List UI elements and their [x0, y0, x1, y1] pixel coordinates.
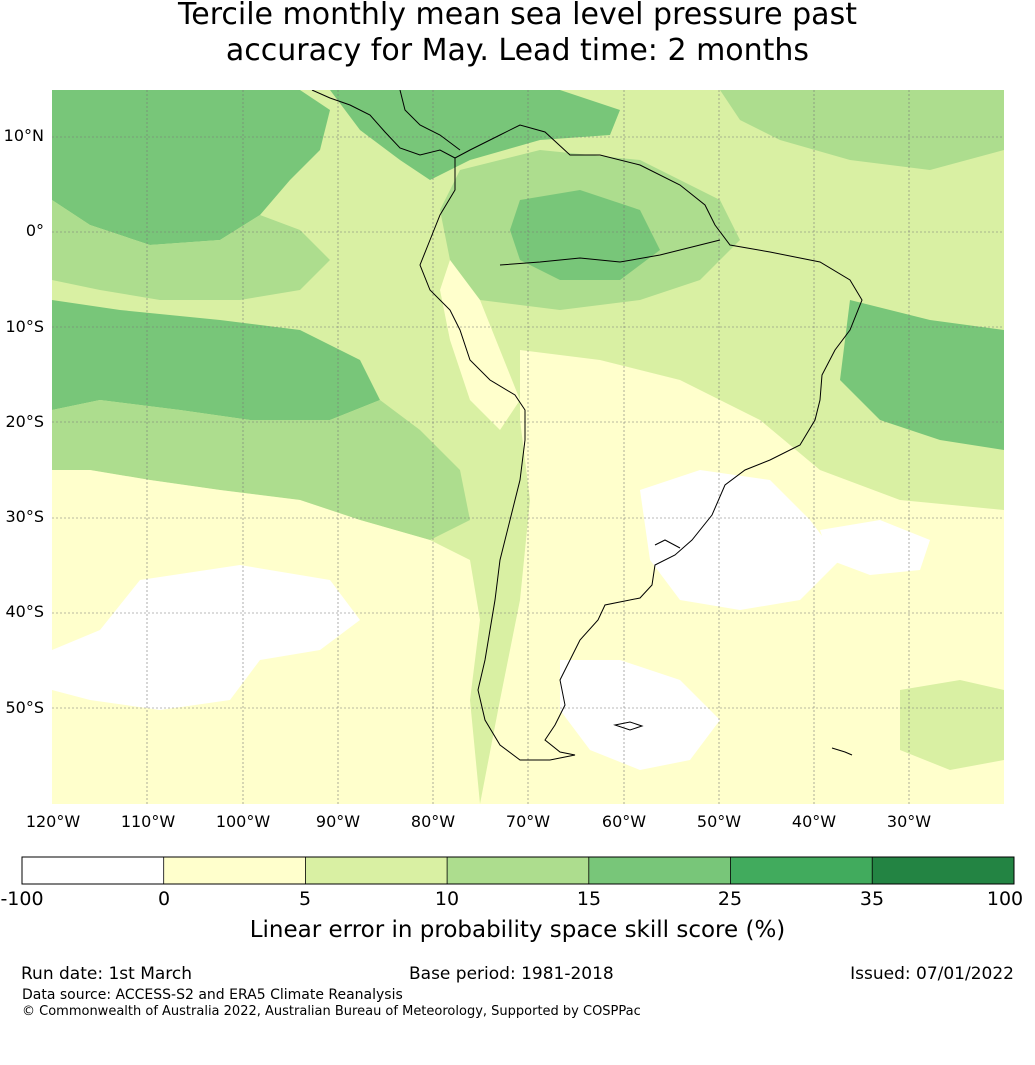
lon-label-50w: 50°W [696, 812, 742, 831]
data-source: Data source: ACCESS-S2 and ERA5 Climate … [22, 987, 403, 1003]
colorbar-tick-35: 35 [859, 888, 885, 910]
skill-region-amazon-core [510, 190, 660, 280]
map-title-line-2: accuracy for May. Lead time: 2 months [225, 33, 810, 68]
lat-label-20s: 20°S [5, 412, 44, 431]
lon-label-120w: 120°W [25, 812, 81, 831]
lat-label-10s: 10°S [5, 317, 44, 336]
coastlines [311, 90, 863, 761]
colorbar-tick-15: 15 [576, 888, 602, 910]
rio-de-la-plata-inlet [654, 539, 681, 549]
skill-region-caribbean [330, 90, 620, 180]
lon-label-110w: 110°W [120, 812, 176, 831]
skill-region-southeast-pacific-negative [52, 565, 360, 710]
colorbar-tick-25: 25 [717, 888, 743, 910]
lon-label-30w: 30°W [886, 812, 932, 831]
colorbar-segment-5-10 [305, 857, 448, 884]
lon-label-80w: 80°W [410, 812, 456, 831]
colorbar-tick-5: 5 [298, 888, 312, 910]
south-america-coastline [419, 124, 863, 761]
skill-region-northeast-atlantic [720, 90, 1004, 170]
lon-label-40w: 40°W [791, 812, 837, 831]
colorbar-segment-negative [22, 857, 164, 884]
colorbar [21, 856, 1015, 885]
colorbar-segment-10-15 [447, 857, 589, 884]
lat-label-10n: 10°N [3, 126, 44, 145]
colorbar-label: Linear error in probability space skill … [249, 917, 786, 943]
lat-label-30s: 30°S [5, 507, 44, 526]
skill-region-rio-de-la-plata-negative [640, 470, 840, 610]
run-date: Run date: 1st March [21, 964, 193, 984]
colorbar-segment-35-100 [872, 857, 1014, 884]
lon-label-60w: 60°W [601, 812, 647, 831]
skill-region-south-atlantic-negative [820, 520, 930, 575]
copyright: © Commonwealth of Australia 2022, Austra… [22, 1004, 641, 1019]
skill-region-andes-low [440, 260, 520, 430]
graticule [52, 90, 1004, 804]
falkland-islands [613, 721, 644, 731]
skill-field [52, 90, 1004, 804]
skill-region-east-south-atlantic [900, 680, 1004, 770]
colorbar-segment-25-35 [730, 857, 873, 884]
colorbar-segment-0-5 [163, 857, 306, 884]
colorbar-tick-10: 10 [434, 888, 460, 910]
colorbar-tick-minus-100: -100 [0, 888, 44, 910]
skill-region-north-pacific-edge [52, 200, 330, 300]
issued-date: Issued: 07/01/2022 [850, 964, 1014, 984]
lon-label-70w: 70°W [505, 812, 551, 831]
lon-label-90w: 90°W [315, 812, 361, 831]
colorbar-tick-100: 100 [986, 888, 1024, 910]
amazon-river [499, 239, 721, 266]
lat-label-40s: 40°S [5, 602, 44, 621]
map-title-line-1: Tercile monthly mean sea level pressure … [178, 0, 857, 32]
lat-label-50s: 50°S [5, 698, 44, 717]
colorbar-outline [21, 856, 1015, 885]
colorbar-tick-0: 0 [157, 888, 171, 910]
base-period: Base period: 1981-2018 [409, 964, 614, 984]
central-america-coastline [311, 90, 456, 159]
central-america-north-coast [399, 90, 461, 151]
skill-region-north-pacific [52, 90, 330, 245]
lon-label-100w: 100°W [215, 812, 271, 831]
south-georgia [831, 747, 853, 756]
skill-region-south-pacific-belt [52, 400, 470, 540]
lat-label-0: 0° [25, 221, 44, 240]
skill-region-east-atlantic [840, 300, 1004, 450]
colorbar-segment-15-25 [588, 857, 731, 884]
skill-region-patagonia-negative [560, 660, 720, 770]
skill-region-south-pacific [52, 300, 380, 420]
